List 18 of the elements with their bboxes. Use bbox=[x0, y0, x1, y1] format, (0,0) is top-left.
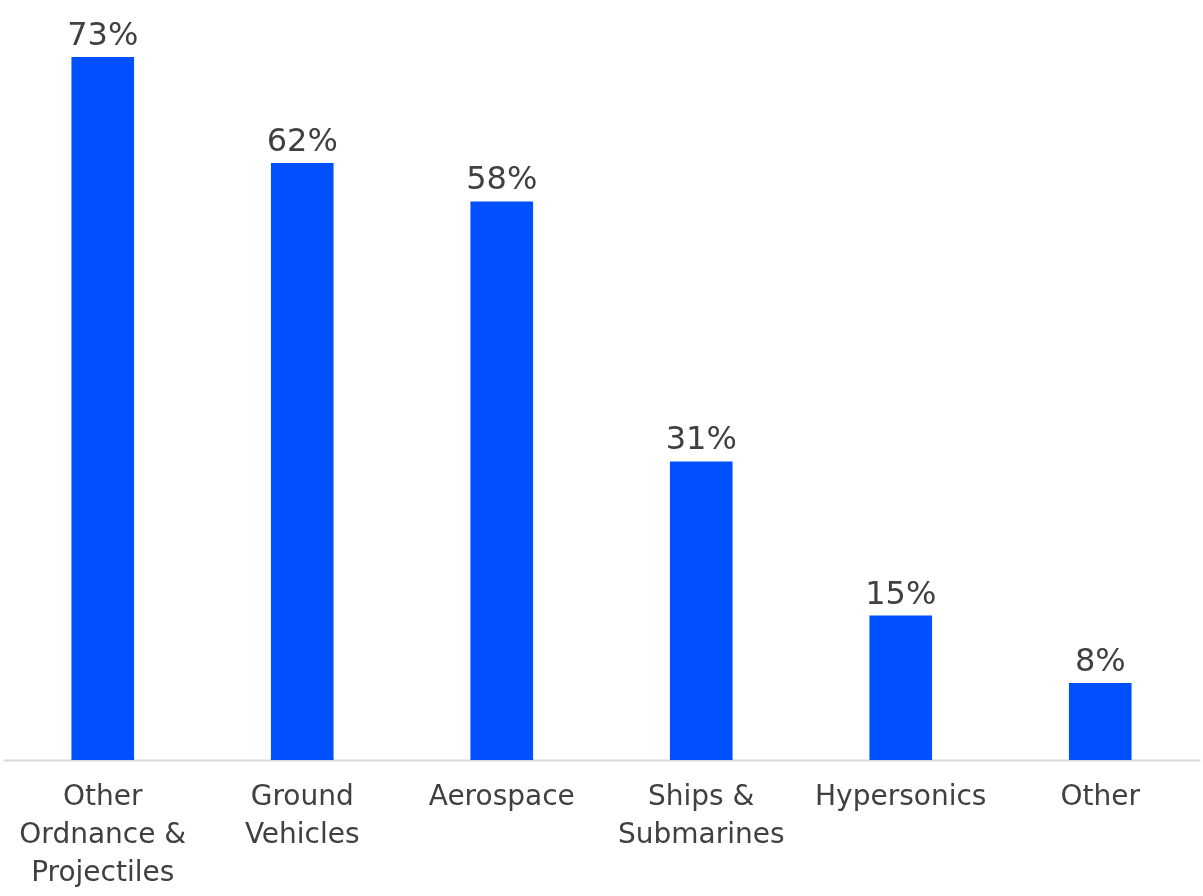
x-tick-label: Ground Vehicles bbox=[244, 778, 360, 850]
x-tick-label: Other Ordnance & Projectiles bbox=[19, 778, 187, 888]
data-label: 15% bbox=[865, 573, 937, 612]
data-label: 58% bbox=[466, 159, 538, 198]
bar bbox=[470, 201, 534, 760]
x-tick-label: Hypersonics bbox=[815, 778, 987, 812]
x-tick-label: Ships & Submarines bbox=[617, 778, 785, 850]
bar bbox=[270, 162, 334, 760]
data-label: 62% bbox=[266, 120, 338, 159]
x-tick-label: Other bbox=[1060, 778, 1141, 812]
data-label: 8% bbox=[1074, 640, 1126, 679]
bar bbox=[1068, 682, 1132, 760]
data-label: 73% bbox=[67, 15, 139, 53]
bar bbox=[869, 615, 933, 760]
bar bbox=[71, 57, 135, 760]
data-label: 31% bbox=[665, 419, 737, 458]
x-tick-label: Aerospace bbox=[428, 778, 575, 812]
bar bbox=[669, 461, 733, 760]
